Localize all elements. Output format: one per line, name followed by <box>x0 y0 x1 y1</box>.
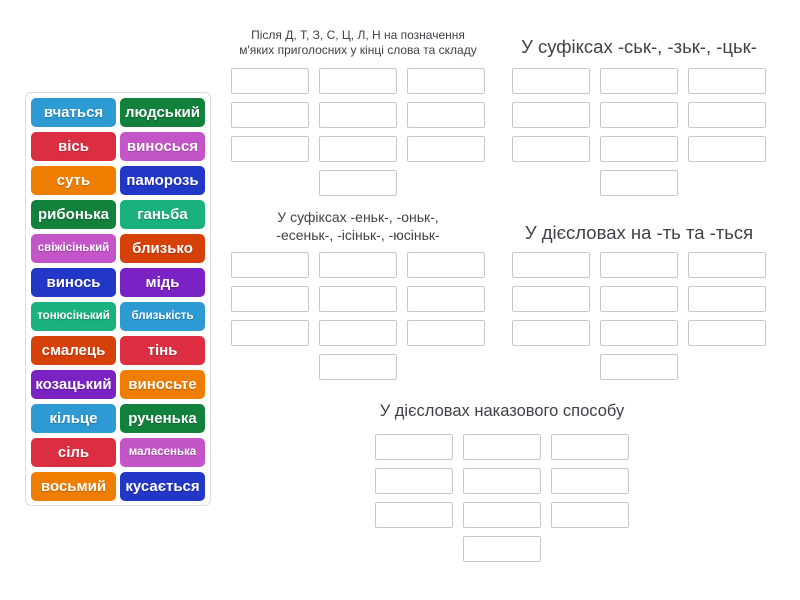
drop-slot[interactable] <box>551 502 629 528</box>
category-suffixes-enk-onk-esenk-isink-yusink: У суфіксах -еньк-, -оньк-, -есеньк-, -іс… <box>227 206 489 380</box>
word-tile[interactable]: близько <box>120 234 205 263</box>
drop-slot[interactable] <box>319 68 397 94</box>
category-title: У суфіксах -еньк-, -оньк-, -есеньк-, -іс… <box>276 209 440 243</box>
drop-slot[interactable] <box>600 354 678 380</box>
word-tile[interactable]: рученька <box>120 404 205 433</box>
drop-slot[interactable] <box>463 502 541 528</box>
drop-slot[interactable] <box>319 136 397 162</box>
drop-slot[interactable] <box>551 468 629 494</box>
category-slots <box>373 434 631 562</box>
word-tile[interactable]: людський <box>120 98 205 127</box>
word-tile[interactable]: козацький <box>31 370 116 399</box>
drop-slot[interactable] <box>231 68 309 94</box>
word-tile[interactable]: свіжісінький <box>31 234 116 263</box>
word-tile[interactable]: тонюсінький <box>31 302 116 331</box>
drop-slot[interactable] <box>600 102 678 128</box>
drop-slot[interactable] <box>463 468 541 494</box>
drop-slot[interactable] <box>600 68 678 94</box>
drop-slot[interactable] <box>688 68 766 94</box>
drop-slot[interactable] <box>688 102 766 128</box>
drop-slot[interactable] <box>319 102 397 128</box>
drop-slot[interactable] <box>407 68 485 94</box>
category-title: Після Д, Т, З, С, Ц, Л, Н на позначення … <box>239 28 477 57</box>
category-imperative-verbs: У дієсловах наказового способу <box>373 398 631 562</box>
drop-slot[interactable] <box>600 252 678 278</box>
drop-slot[interactable] <box>512 136 590 162</box>
drop-slot[interactable] <box>463 434 541 460</box>
category-after-d-t-z-s-ts-l-n: Після Д, Т, З, С, Ц, Л, Н на позначення … <box>227 22 489 196</box>
drop-slot[interactable] <box>600 170 678 196</box>
word-bank-grid: вчаться людський вісь виносься суть паморозь р… <box>31 98 205 501</box>
drop-slot[interactable] <box>375 434 453 460</box>
category-title: У дієсловах на -ть та -ться <box>524 221 754 243</box>
category-slots <box>506 68 772 196</box>
word-tile[interactable]: кільце <box>31 404 116 433</box>
drop-slot[interactable] <box>407 252 485 278</box>
word-tile[interactable]: виносьте <box>120 370 205 399</box>
drop-slot[interactable] <box>600 320 678 346</box>
drop-slot[interactable] <box>319 170 397 196</box>
word-tile[interactable]: вісь <box>31 132 116 161</box>
category-title: У суфіксах -ськ-, -зьк-, -цьк- <box>521 35 757 57</box>
drop-slot[interactable] <box>600 286 678 312</box>
category-slots <box>506 252 772 380</box>
drop-slot[interactable] <box>463 536 541 562</box>
drop-slot[interactable] <box>688 136 766 162</box>
drop-slot[interactable] <box>407 286 485 312</box>
drop-slot[interactable] <box>600 136 678 162</box>
word-tile[interactable]: виносься <box>120 132 205 161</box>
drop-slot[interactable] <box>231 320 309 346</box>
drop-slot[interactable] <box>231 252 309 278</box>
word-tile[interactable]: суть <box>31 166 116 195</box>
drop-slot[interactable] <box>319 286 397 312</box>
word-tile[interactable]: вчаться <box>31 98 116 127</box>
drop-slot[interactable] <box>688 286 766 312</box>
drop-slot[interactable] <box>688 252 766 278</box>
drop-slot[interactable] <box>512 68 590 94</box>
drop-slot[interactable] <box>512 320 590 346</box>
word-tile[interactable]: близькість <box>120 302 205 331</box>
word-tile[interactable]: сіль <box>31 438 116 467</box>
word-tile[interactable]: восьмий <box>31 472 116 501</box>
drop-slot[interactable] <box>375 502 453 528</box>
word-tile[interactable]: кусається <box>120 472 205 501</box>
drop-slot[interactable] <box>231 102 309 128</box>
drop-slot[interactable] <box>551 434 629 460</box>
drop-slot[interactable] <box>512 252 590 278</box>
category-slots <box>227 252 489 380</box>
drop-slot[interactable] <box>512 286 590 312</box>
word-tile[interactable]: смалець <box>31 336 116 365</box>
word-tile[interactable]: мідь <box>120 268 205 297</box>
drop-slot[interactable] <box>231 286 309 312</box>
drop-slot[interactable] <box>407 320 485 346</box>
drop-slot[interactable] <box>512 102 590 128</box>
drop-slot[interactable] <box>231 136 309 162</box>
word-tile[interactable]: рибонька <box>31 200 116 229</box>
drop-slot[interactable] <box>319 354 397 380</box>
word-tile[interactable]: паморозь <box>120 166 205 195</box>
word-tile[interactable]: винось <box>31 268 116 297</box>
drop-slot[interactable] <box>688 320 766 346</box>
drop-slot[interactable] <box>407 102 485 128</box>
word-tile[interactable]: ганьба <box>120 200 205 229</box>
category-verbs-t-tsya: У дієсловах на -ть та -ться <box>506 206 772 380</box>
category-slots <box>227 68 489 196</box>
drop-slot[interactable] <box>319 320 397 346</box>
word-tile[interactable]: маласенька <box>120 438 205 467</box>
category-suffixes-sk-zk-tsk: У суфіксах -ськ-, -зьк-, -цьк- <box>506 22 772 196</box>
word-bank: вчаться людський вісь виносься суть паморозь р… <box>25 92 211 506</box>
category-title: У дієсловах наказового способу <box>379 402 625 421</box>
drop-slot[interactable] <box>375 468 453 494</box>
word-tile[interactable]: тінь <box>120 336 205 365</box>
drop-slot[interactable] <box>407 136 485 162</box>
drop-slot[interactable] <box>319 252 397 278</box>
